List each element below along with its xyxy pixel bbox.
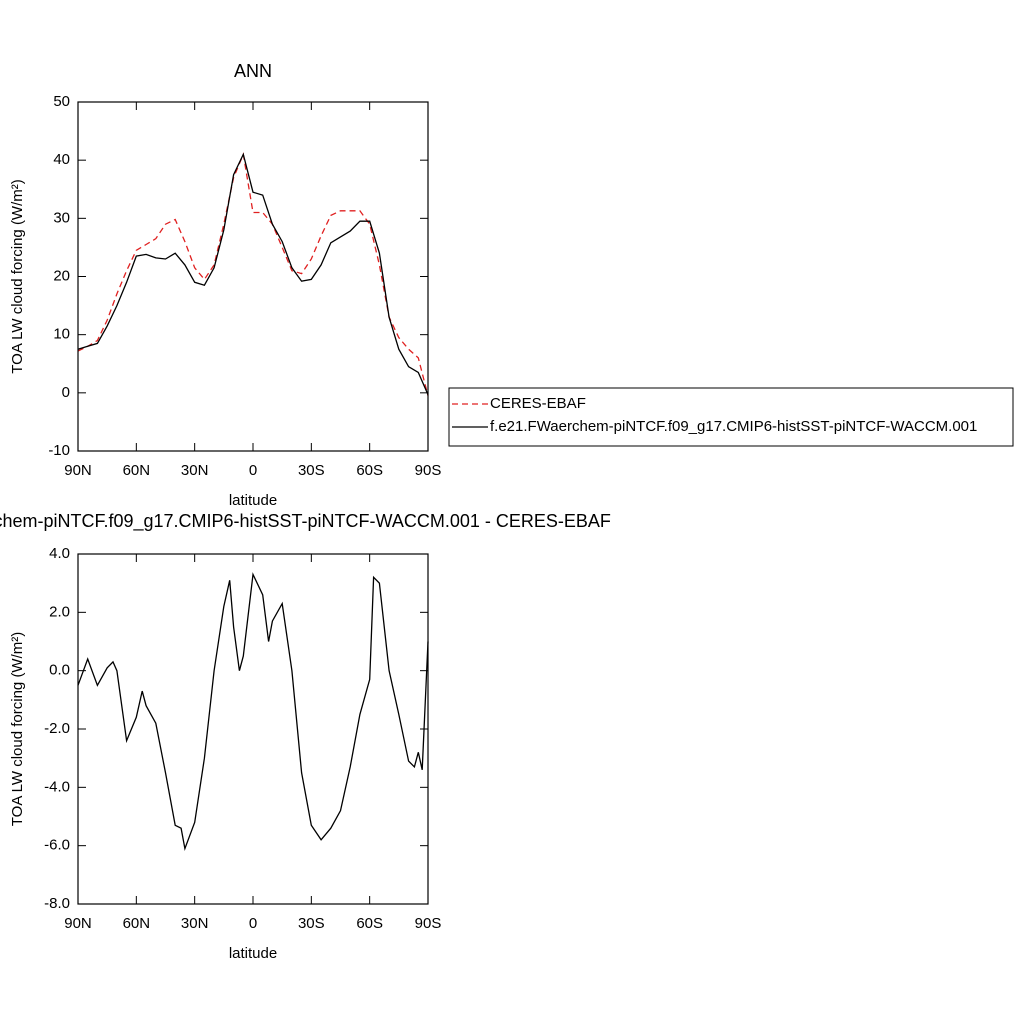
x-axis-label: latitude [229, 492, 277, 509]
y-tick-label: 10 [53, 326, 70, 343]
series-line [77, 152, 429, 395]
chart-title: f.e21.FWaerchem-piNTCF.f09_g17.CMIP6-his… [0, 511, 611, 532]
y-tick-label: 0 [62, 384, 70, 401]
chart-title: ANN [234, 61, 272, 81]
x-tick-label: 30S [298, 915, 325, 932]
x-tick-label: 90S [415, 462, 442, 479]
x-tick-label: 60N [123, 915, 151, 932]
y-tick-label: 4.0 [49, 545, 70, 562]
x-tick-label: 30N [181, 462, 209, 479]
legend-label: CERES-EBAF [490, 395, 586, 412]
plot-frame [77, 101, 429, 452]
x-axis-label: latitude [229, 945, 277, 962]
y-tick-label: 30 [53, 209, 70, 226]
x-tick-label: 60S [356, 462, 383, 479]
x-tick-label: 0 [249, 462, 257, 479]
y-tick-label: 0.0 [49, 662, 70, 679]
legend-box [448, 387, 1014, 447]
x-tick-label: 90S [415, 915, 442, 932]
series-line [77, 572, 429, 852]
y-tick-label: -6.0 [44, 837, 70, 854]
plot-frame [77, 553, 429, 905]
legend-label: f.e21.FWaerchem-piNTCF.f09_g17.CMIP6-his… [490, 418, 977, 435]
x-tick-label: 0 [249, 915, 257, 932]
y-tick-label: -10 [48, 442, 70, 459]
y-tick-label: -4.0 [44, 778, 70, 795]
x-tick-label: 90N [64, 915, 92, 932]
y-tick-label: 50 [53, 93, 70, 110]
x-tick-label: 90N [64, 462, 92, 479]
y-tick-label: -8.0 [44, 895, 70, 912]
x-tick-label: 60N [123, 462, 151, 479]
x-tick-label: 60S [356, 915, 383, 932]
y-axis-label: TOA LW cloud forcing (W/m²) [9, 632, 26, 826]
x-tick-label: 30S [298, 462, 325, 479]
y-tick-label: 2.0 [49, 603, 70, 620]
y-tick-label: 40 [53, 151, 70, 168]
y-tick-label: 20 [53, 267, 70, 284]
y-axis-label: TOA LW cloud forcing (W/m²) [9, 179, 26, 373]
x-tick-label: 30N [181, 915, 209, 932]
y-tick-label: -2.0 [44, 720, 70, 737]
series-line [77, 152, 429, 396]
